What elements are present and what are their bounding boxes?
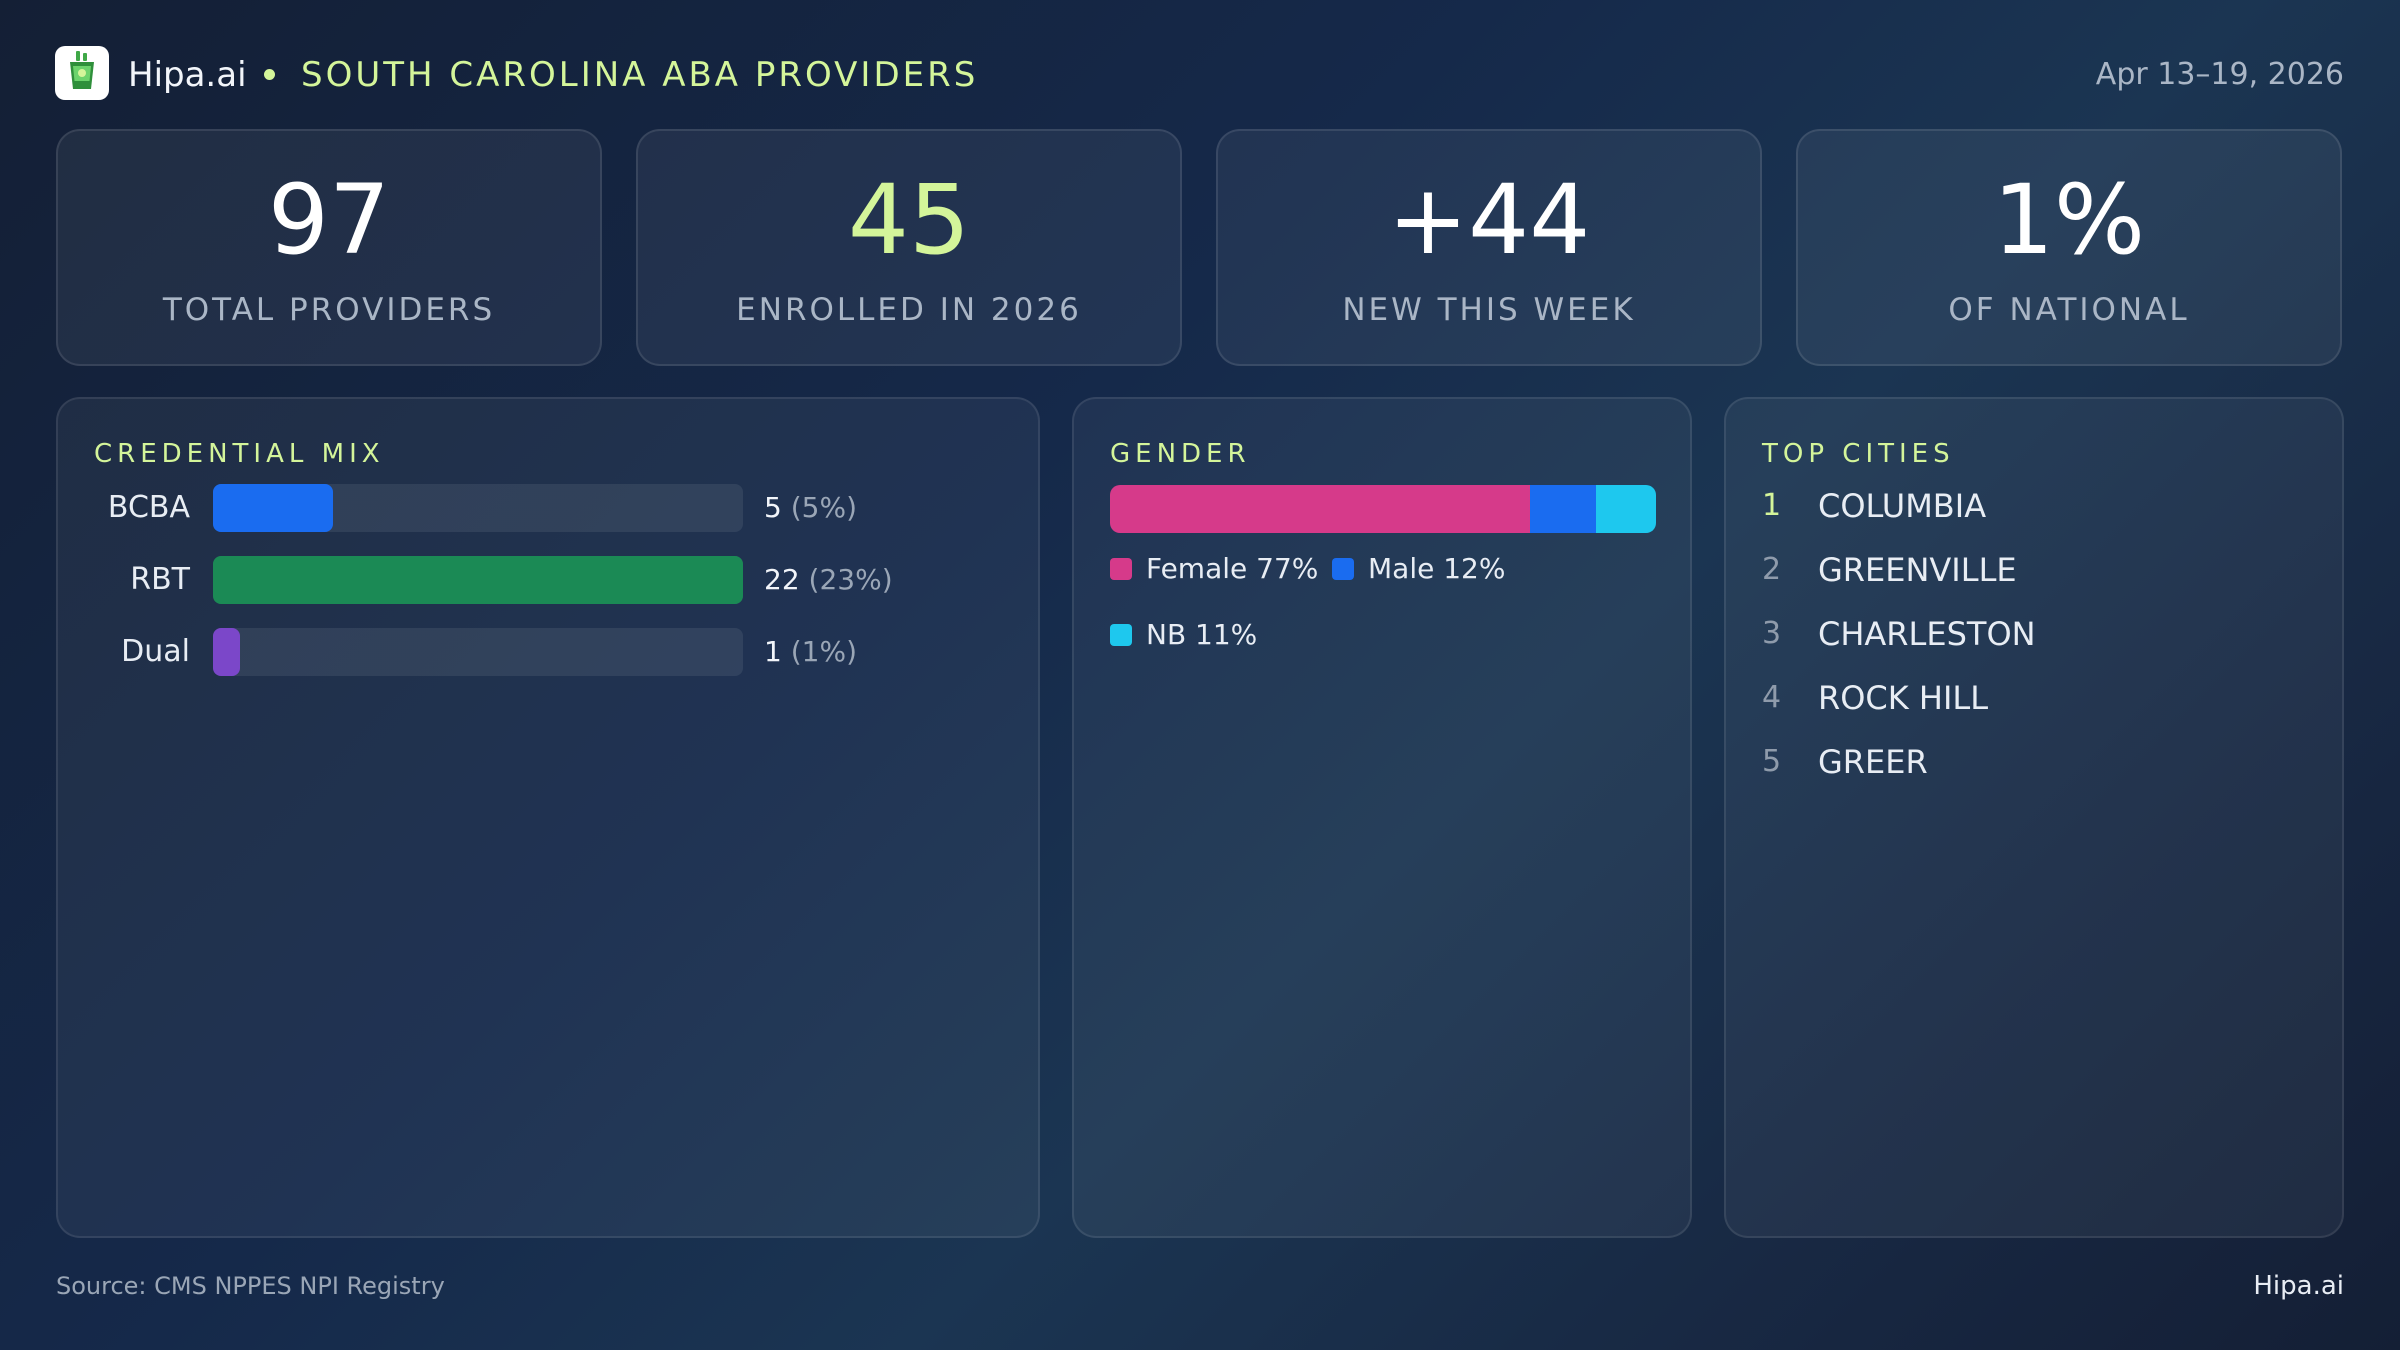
city-name: GREENVILLE bbox=[1818, 551, 2017, 589]
kpi-label: TOTAL PROVIDERS bbox=[162, 292, 496, 328]
bar-value: 22 (23%) bbox=[764, 555, 893, 605]
city-row: 5 GREER bbox=[1762, 737, 2322, 787]
page-title: SOUTH CAROLINA ABA PROVIDERS bbox=[301, 55, 979, 95]
bar-value: 5 (5%) bbox=[764, 483, 857, 533]
credential-row-rbt: RBT 22 (23%) bbox=[58, 555, 1038, 605]
legend-swatch bbox=[1110, 558, 1132, 580]
city-row: 4 ROCK HILL bbox=[1762, 673, 2322, 723]
bar-percent: (23%) bbox=[808, 563, 893, 596]
logo-badge bbox=[55, 46, 109, 100]
bar-fill bbox=[213, 628, 240, 676]
bar-label: BCBA bbox=[107, 490, 190, 525]
city-rank: 4 bbox=[1762, 680, 1782, 715]
legend-label: NB 11% bbox=[1146, 618, 1258, 651]
credential-mix-panel: CREDENTIAL MIX BCBA 5 (5%) RBT 22 (23%) … bbox=[56, 397, 1040, 1238]
legend-item-nb: NB 11% bbox=[1110, 613, 1257, 657]
cup-icon bbox=[65, 51, 99, 95]
panel-title: TOP CITIES bbox=[1762, 439, 1955, 469]
bar-track bbox=[213, 484, 743, 532]
kpi-card-total-providers: 97 TOTAL PROVIDERS bbox=[56, 129, 602, 366]
gender-stacked-bar bbox=[1110, 485, 1656, 533]
gender-segment-male bbox=[1530, 485, 1596, 533]
kpi-value: 45 bbox=[847, 164, 971, 276]
bar-count: 22 bbox=[764, 563, 800, 596]
footer-source: Source: CMS NPPES NPI Registry bbox=[56, 1272, 445, 1300]
kpi-value: 97 bbox=[267, 164, 391, 276]
gender-panel: GENDER Female 77% Male 12% NB 11% bbox=[1072, 397, 1692, 1238]
gender-segment-female bbox=[1110, 485, 1531, 533]
city-rank: 5 bbox=[1762, 744, 1782, 779]
kpi-value: +44 bbox=[1387, 164, 1591, 276]
legend-item-male: Male 12% bbox=[1332, 547, 1505, 591]
kpi-card-of-national: 1% OF NATIONAL bbox=[1796, 129, 2342, 366]
city-name: GREER bbox=[1818, 743, 1928, 781]
panel-title: GENDER bbox=[1110, 439, 1251, 469]
bar-percent: (5%) bbox=[790, 491, 858, 524]
top-cities-panel: TOP CITIES 1 COLUMBIA 2 GREENVILLE 3 CHA… bbox=[1724, 397, 2344, 1238]
bar-count: 1 bbox=[764, 635, 782, 668]
kpi-value: 1% bbox=[1992, 164, 2146, 276]
kpi-card-new-this-week: +44 NEW THIS WEEK bbox=[1216, 129, 1762, 366]
city-row: 2 GREENVILLE bbox=[1762, 545, 2322, 595]
city-name: ROCK HILL bbox=[1818, 679, 1989, 717]
panel-title: CREDENTIAL MIX bbox=[94, 439, 385, 469]
brand-name: Hipa.ai bbox=[128, 55, 247, 95]
bar-percent: (1%) bbox=[790, 635, 858, 668]
city-rank: 2 bbox=[1762, 552, 1782, 587]
legend-swatch bbox=[1332, 558, 1354, 580]
date-range: Apr 13–19, 2026 bbox=[2095, 57, 2344, 92]
city-name: CHARLESTON bbox=[1818, 615, 2036, 653]
separator-dot bbox=[264, 69, 275, 80]
bar-track bbox=[213, 556, 743, 604]
city-rank: 1 bbox=[1762, 488, 1782, 523]
credential-row-dual: Dual 1 (1%) bbox=[58, 627, 1038, 677]
footer-brand: Hipa.ai bbox=[2253, 1271, 2344, 1301]
bar-value: 1 (1%) bbox=[764, 627, 857, 677]
city-row: 1 COLUMBIA bbox=[1762, 481, 2322, 531]
bar-fill bbox=[213, 556, 743, 604]
legend-swatch bbox=[1110, 624, 1132, 646]
legend-item-female: Female 77% bbox=[1110, 547, 1318, 591]
credential-row-bcba: BCBA 5 (5%) bbox=[58, 483, 1038, 533]
gender-segment-nb bbox=[1595, 485, 1656, 533]
city-name: COLUMBIA bbox=[1818, 487, 1987, 525]
legend-label: Female 77% bbox=[1146, 552, 1319, 585]
kpi-card-enrolled: 45 ENROLLED IN 2026 bbox=[636, 129, 1182, 366]
legend-label: Male 12% bbox=[1368, 552, 1506, 585]
kpi-label: ENROLLED IN 2026 bbox=[736, 292, 1082, 328]
bar-count: 5 bbox=[764, 491, 782, 524]
bar-label: RBT bbox=[130, 562, 190, 597]
kpi-label: NEW THIS WEEK bbox=[1342, 292, 1636, 328]
city-rank: 3 bbox=[1762, 616, 1782, 651]
bar-label: Dual bbox=[121, 634, 190, 669]
kpi-label: OF NATIONAL bbox=[1948, 292, 2190, 328]
bar-track bbox=[213, 628, 743, 676]
city-row: 3 CHARLESTON bbox=[1762, 609, 2322, 659]
bar-fill bbox=[213, 484, 334, 532]
